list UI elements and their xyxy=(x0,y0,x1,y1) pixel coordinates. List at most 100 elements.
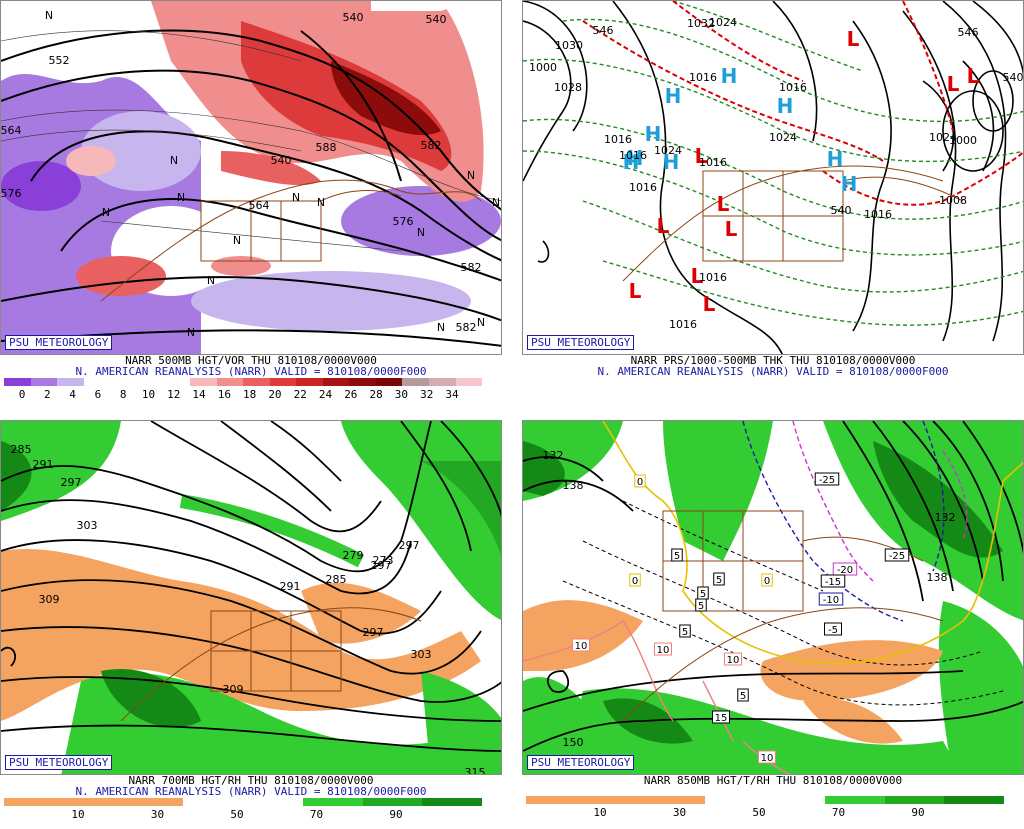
thickness-red xyxy=(582,1,1023,206)
colorbar-swatch xyxy=(884,796,945,804)
contour-label: 1016 xyxy=(604,133,632,146)
colorbar xyxy=(4,378,483,386)
label-box xyxy=(695,598,707,612)
label-box xyxy=(814,472,840,486)
thickness-label: 540 xyxy=(1003,71,1024,84)
low-pressure-marker: L xyxy=(725,217,738,241)
contour-label: 1016 xyxy=(629,181,657,194)
panel-850mb: 132 138 132 138 150 -25 -20 -15 -10 -5 -25 5 5 5 5 5 0 0 0… xyxy=(522,420,1024,829)
contour-label: 291 xyxy=(280,580,301,593)
temperature-label: 10 xyxy=(727,655,740,666)
label-box xyxy=(679,624,691,638)
temperature-label: -15 xyxy=(825,577,841,588)
high-pressure-marker: H xyxy=(721,64,738,88)
colorbar-ticks: 10 30 50 70 90 xyxy=(0,808,502,822)
colorbar-tick-label: 90 xyxy=(389,808,403,821)
isotherm-0c xyxy=(602,421,1023,665)
temperature-label: -25 xyxy=(819,475,835,486)
colorbar-tick-label: 2 xyxy=(43,388,51,401)
label-box xyxy=(713,572,725,586)
label-box xyxy=(634,474,646,488)
colorbar-tick-label: 12 xyxy=(167,388,181,401)
contour-label: 552 xyxy=(49,54,70,67)
label-box xyxy=(820,574,846,588)
contour-label: 1024 xyxy=(654,144,682,157)
low-pressure-marker: L xyxy=(703,292,716,316)
map-700mb: 285 291 297 303 309 297 279 273 297 285 291 297 303 3… xyxy=(0,420,502,775)
temperature-label: 15 xyxy=(715,713,728,724)
colorbar-swatch xyxy=(645,796,706,804)
temperature-label: 5 xyxy=(674,551,680,562)
contour-label: 540 xyxy=(343,11,364,24)
contour-label: 315 xyxy=(465,766,486,775)
low-pressure-marker: L xyxy=(967,64,980,88)
caption-subtitle: N. AMERICAN REANALYSIS (NARR) VALID = 81… xyxy=(75,365,427,378)
contour-label: 273 xyxy=(373,554,394,567)
vorticity-marker: N xyxy=(492,196,500,209)
colorbar-tick-label: 30 xyxy=(150,808,165,821)
colorbar-swatch xyxy=(375,378,403,386)
vorticity-marker: N xyxy=(207,274,215,287)
colorbar-swatch xyxy=(824,796,885,804)
contour-label: 285 xyxy=(326,573,347,586)
contour-label: 309 xyxy=(39,593,60,606)
label-box xyxy=(629,573,641,587)
map-850mb: 132 138 132 138 150 -25 -20 -15 -10 -5 -25 5 5 5 5 5 0 0 0… xyxy=(522,420,1024,775)
caption-title: NARR 700MB HGT/RH THU 810108/0000V000 xyxy=(128,774,374,787)
high-pressure-marker: H xyxy=(645,122,662,146)
contour-label: 285 xyxy=(11,443,32,456)
colorbar-tick-label: 0 xyxy=(18,388,26,401)
label-box xyxy=(737,688,749,702)
temperature-label: 5 xyxy=(716,575,722,586)
colorbar-swatch xyxy=(63,798,124,806)
colorbar-ticks: 10 30 50 70 90 xyxy=(522,806,1024,820)
contour-label: 564 xyxy=(249,199,270,212)
colorbar-tick-label: 6 xyxy=(94,388,102,401)
colorbar xyxy=(4,798,482,806)
low-pressure-marker: L xyxy=(657,214,670,238)
psu-meteorology-badge: PSU METEOROLOGY xyxy=(5,755,113,770)
colorbar-swatch xyxy=(110,378,137,386)
colorbar-tick-label: 4 xyxy=(69,388,76,401)
colorbar-tick-label: 70 xyxy=(831,806,846,819)
high-pressure-marker: H xyxy=(627,146,644,170)
label-box xyxy=(671,548,683,562)
psu-meteorology-badge: PSU METEOROLOGY xyxy=(527,755,635,770)
contour-label: 540 xyxy=(271,154,292,167)
contour-label: 1016 xyxy=(619,149,647,162)
vorticity-marker: N xyxy=(177,191,185,204)
high-pressure-marker: H xyxy=(841,172,858,196)
colorbar-tick-label: 32 xyxy=(420,388,434,401)
high-pressure-marker: H xyxy=(665,84,682,108)
temperature-label: 5 xyxy=(682,627,688,638)
contour-label: 576 xyxy=(393,215,414,228)
psu-meteorology-badge: PSU METEOROLOGY xyxy=(527,335,635,350)
colorbar-swatch xyxy=(243,798,303,806)
colorbar-swatch xyxy=(322,378,350,386)
caption-subtitle: N. AMERICAN REANALYSIS (NARR) VALID = 81… xyxy=(75,785,427,798)
colorbar-tick-label: 30 xyxy=(394,388,409,401)
label-box xyxy=(818,592,844,606)
temperature-label: -10 xyxy=(823,595,839,606)
temperature-label: 10 xyxy=(761,753,774,764)
colorbar-swatch xyxy=(189,378,217,386)
vorticity-marker: N xyxy=(187,326,195,339)
colorbar-tick-label: 20 xyxy=(268,388,282,401)
colorbar-swatch xyxy=(585,796,646,804)
colorbar-swatch xyxy=(123,798,184,806)
colorbar-swatch xyxy=(269,378,297,386)
colorbar-tick-label: 10 xyxy=(593,806,607,819)
contour-label: 291 xyxy=(33,458,54,471)
colorbar-swatch xyxy=(765,796,825,804)
vorticity-marker: N xyxy=(45,9,53,22)
low-pressure-marker: L xyxy=(691,264,704,288)
contour-label: 1016 xyxy=(689,71,717,84)
temperature-label: 5 xyxy=(698,601,704,612)
colorbar-ticks: 0 2 4 6 8 10 12 14 16 18 20 22 24 26 28 30 32 34 xyxy=(0,388,502,402)
high-pressure-marker: H xyxy=(623,150,640,174)
contour-label: 1000 xyxy=(529,61,557,74)
